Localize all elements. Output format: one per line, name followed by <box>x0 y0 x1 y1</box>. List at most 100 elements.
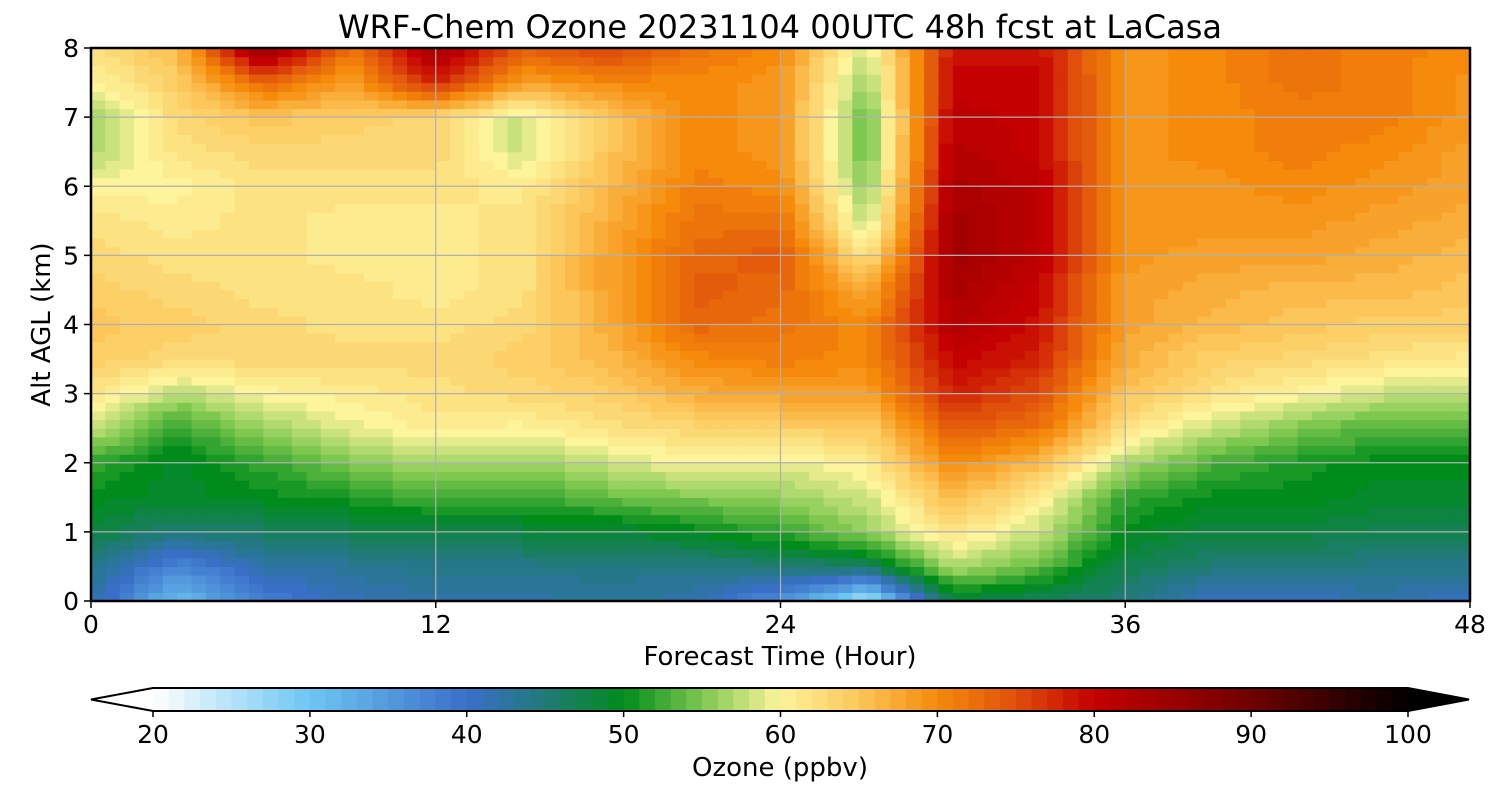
contour-cell <box>809 298 825 308</box>
contour-cell <box>1254 436 1270 447</box>
contour-cell <box>1441 384 1457 395</box>
contour-cell <box>1125 264 1141 274</box>
contour-cell <box>1125 575 1141 585</box>
contour-cell <box>363 471 379 481</box>
contour-cell <box>1024 160 1040 170</box>
contour-cell <box>407 566 422 576</box>
contour-cell <box>622 272 638 282</box>
contour-cell <box>1039 255 1055 265</box>
contour-cell <box>1426 307 1442 317</box>
contour-cell <box>1139 203 1155 213</box>
contour-cell <box>1455 454 1470 464</box>
contour-cell <box>105 246 121 256</box>
contour-cell <box>636 186 652 196</box>
contour-cell <box>450 402 466 412</box>
contour-cell <box>1254 428 1270 438</box>
contour-cell <box>1268 445 1284 455</box>
contour-cell <box>1225 264 1241 274</box>
contour-cell <box>1297 350 1313 360</box>
contour-cell <box>478 194 494 205</box>
contour-cell <box>1053 238 1069 248</box>
contour-cell <box>521 531 537 542</box>
contour-cell <box>823 367 839 377</box>
contour-cell <box>823 402 839 412</box>
contour-cell <box>1297 272 1313 282</box>
contour-cell <box>1082 436 1098 447</box>
contour-cell <box>363 549 379 559</box>
contour-cell <box>1383 246 1399 256</box>
contour-cell <box>349 160 365 170</box>
contour-cell <box>1024 402 1040 412</box>
contour-cell <box>1340 186 1356 196</box>
contour-cell <box>1067 151 1083 161</box>
contour-cell <box>363 592 379 601</box>
contour-cell <box>1340 531 1356 542</box>
contour-cell <box>421 523 437 533</box>
contour-cell <box>119 246 135 256</box>
contour-cell <box>651 540 667 550</box>
contour-cell <box>881 367 897 377</box>
contour-cell <box>1383 454 1399 464</box>
contour-cell <box>1297 151 1313 161</box>
contour-cell <box>1283 281 1299 291</box>
contour-cell <box>292 592 308 601</box>
contour-cell <box>1340 212 1356 222</box>
contour-cell <box>1225 514 1241 524</box>
contour-cell <box>335 592 351 601</box>
contour-cell <box>435 367 451 377</box>
contour-cell <box>162 540 178 550</box>
contour-cell <box>723 168 739 179</box>
contour-cell <box>636 557 652 568</box>
contour-cell <box>1240 592 1256 601</box>
contour-cell <box>1211 592 1227 601</box>
contour-cell <box>234 592 250 601</box>
contour-cell <box>536 505 552 516</box>
contour-cell <box>1311 592 1327 601</box>
contour-cell <box>507 480 523 490</box>
contour-cell <box>1010 194 1026 205</box>
contour-cell <box>1182 238 1198 248</box>
contour-cell <box>1096 566 1112 576</box>
contour-cell <box>608 220 624 231</box>
contour-cell <box>1168 281 1184 291</box>
contour-cell <box>579 402 595 412</box>
contour-cell <box>1211 186 1227 196</box>
contour-cell <box>162 298 178 308</box>
contour-cell <box>852 454 868 464</box>
contour-cell <box>1412 575 1428 585</box>
contour-cell <box>349 168 365 179</box>
contour-cell <box>119 376 135 386</box>
contour-cell <box>148 264 164 274</box>
contour-cell <box>292 194 308 205</box>
contour-cell <box>809 505 825 516</box>
contour-cell <box>220 298 236 308</box>
contour-cell <box>177 497 193 507</box>
contour-cell <box>938 324 954 334</box>
contour-cell <box>1268 367 1284 377</box>
contour-cell <box>1412 402 1428 412</box>
contour-cell <box>881 583 897 593</box>
contour-cell <box>1125 410 1141 421</box>
contour-cell <box>148 480 164 490</box>
contour-cell <box>1297 557 1313 568</box>
contour-cell <box>1225 471 1241 481</box>
contour-cell <box>708 557 724 568</box>
contour-cell <box>924 212 940 222</box>
contour-cell <box>1211 272 1227 282</box>
contour-cell <box>938 402 954 412</box>
contour-cell <box>924 531 940 542</box>
contour-cell <box>837 540 853 550</box>
contour-cell <box>751 350 767 360</box>
contour-cell <box>651 575 667 585</box>
contour-cell <box>593 307 609 317</box>
contour-cell <box>105 272 121 282</box>
contour-cell <box>335 238 351 248</box>
contour-cell <box>205 514 221 524</box>
contour-cell <box>1240 151 1256 161</box>
contour-cell <box>1039 575 1055 585</box>
contour-cell <box>91 471 106 481</box>
contour-cell <box>1168 324 1184 334</box>
contour-cell <box>694 289 710 300</box>
contour-cell <box>277 583 293 593</box>
contour-cell <box>1082 557 1098 568</box>
